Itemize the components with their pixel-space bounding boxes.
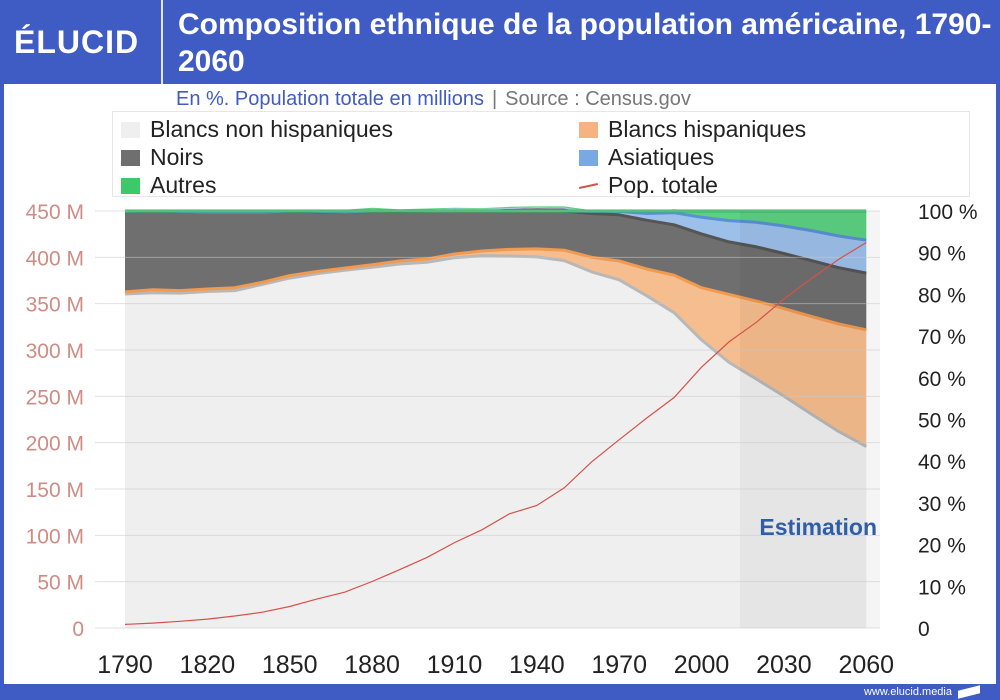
left-axis-tick-label: 200 M	[26, 433, 84, 456]
total-population-line	[124, 241, 867, 625]
elucid-mark-icon	[958, 685, 980, 699]
subtitle-text: En %. Population totale en millions	[176, 88, 484, 110]
x-axis-tick-label: 1970	[591, 651, 647, 679]
source-text: Source : Census.gov	[505, 88, 691, 110]
x-axis-tick-label: 2060	[838, 651, 894, 679]
legend-label: Blancs non hispaniques	[150, 116, 393, 142]
left-axis-tick-label: 300 M	[26, 340, 84, 363]
elucid-logo: ÉLUCID	[14, 24, 140, 60]
x-axis-tick-label: 2000	[674, 651, 730, 679]
legend-label: Autres	[150, 172, 217, 198]
right-axis-tick-label: 50 %	[918, 410, 966, 433]
legend-label: Noirs	[150, 144, 204, 170]
footer: www.elucid.media	[863, 685, 980, 699]
left-axis-tick-label: 250 M	[26, 386, 84, 409]
left-axis-tick-label: 0	[72, 618, 84, 641]
subtitle-separator: |	[491, 88, 498, 110]
right-axis-tick-label: 70 %	[918, 326, 966, 349]
legend-line-icon	[578, 182, 599, 189]
legend-item-blancs-non-hispaniques: Blancs non hispaniques	[121, 116, 393, 143]
legend-label: Asiatiques	[608, 144, 715, 170]
x-axis-tick-label: 1940	[509, 651, 565, 679]
right-axis-tick-label: 20 %	[918, 535, 966, 558]
right-axis-tick-label: 100 %	[918, 201, 978, 224]
x-axis-tick-label: 1790	[97, 651, 153, 679]
right-axis-tick-label: 80 %	[918, 284, 966, 307]
legend-swatch-icon	[121, 177, 140, 194]
legend-item-blancs-hispaniques: Blancs hispaniques	[579, 116, 806, 143]
legend-swatch-icon	[121, 121, 140, 138]
x-axis-tick-label: 2030	[756, 651, 812, 679]
header: ÉLUCID Composition ethnique de la popula…	[0, 0, 1000, 84]
legend-item-autres: Autres	[121, 172, 216, 199]
right-axis-tick-label: 30 %	[918, 493, 966, 516]
estimation-shade	[739, 211, 880, 628]
legend-item-noirs: Noirs	[121, 144, 204, 171]
area-series-blancs-hispaniques	[125, 248, 867, 447]
legend-label: Blancs hispaniques	[608, 116, 807, 142]
boundary-line-blancs-hispaniques	[124, 247, 867, 332]
left-axis-tick-label: 350 M	[26, 294, 84, 317]
chart-title: Composition ethnique de la population am…	[178, 8, 992, 78]
legend-swatch-icon	[579, 121, 598, 138]
x-axis-tick-label: 1910	[427, 651, 483, 679]
estimation-label: Estimation	[759, 514, 877, 540]
x-axis-tick-label: 1880	[344, 651, 400, 679]
x-axis-tick-label: 1820	[180, 651, 236, 679]
legend-swatch-icon	[121, 149, 140, 166]
right-axis-tick-label: 90 %	[918, 243, 966, 266]
x-axis-tick-label: 1850	[262, 651, 318, 679]
legend-item-pop-totale: Pop. totale	[578, 172, 718, 199]
left-axis-tick-label: 100 M	[26, 525, 84, 548]
legend-label: Pop. totale	[608, 172, 718, 198]
left-axis-tick-label: 150 M	[26, 479, 84, 502]
right-axis-tick-label: 0	[918, 618, 930, 641]
legend-swatch-icon	[579, 149, 598, 166]
left-axis-tick-label: 50 M	[37, 572, 84, 595]
footer-url: www.elucid.media	[863, 686, 952, 698]
chart-legend: Blancs non hispaniques Noirs Autres Blan…	[112, 111, 970, 199]
right-axis-tick-label: 40 %	[918, 451, 966, 474]
area-series-asiatiques	[125, 207, 867, 274]
boundary-line-blancs-non-hispaniques	[124, 254, 868, 448]
area-series-noirs	[125, 208, 867, 330]
chart-subtitle: En %. Population totale en millions | Sour…	[176, 88, 691, 111]
left-axis-tick-label: 400 M	[26, 247, 84, 270]
logo-divider	[161, 0, 163, 84]
legend-item-asiatiques: Asiatiques	[579, 144, 714, 171]
left-axis-tick-label: 450 M	[26, 201, 84, 224]
right-axis-tick-label: 10 %	[918, 576, 966, 599]
right-axis-tick-label: 60 %	[918, 368, 966, 391]
